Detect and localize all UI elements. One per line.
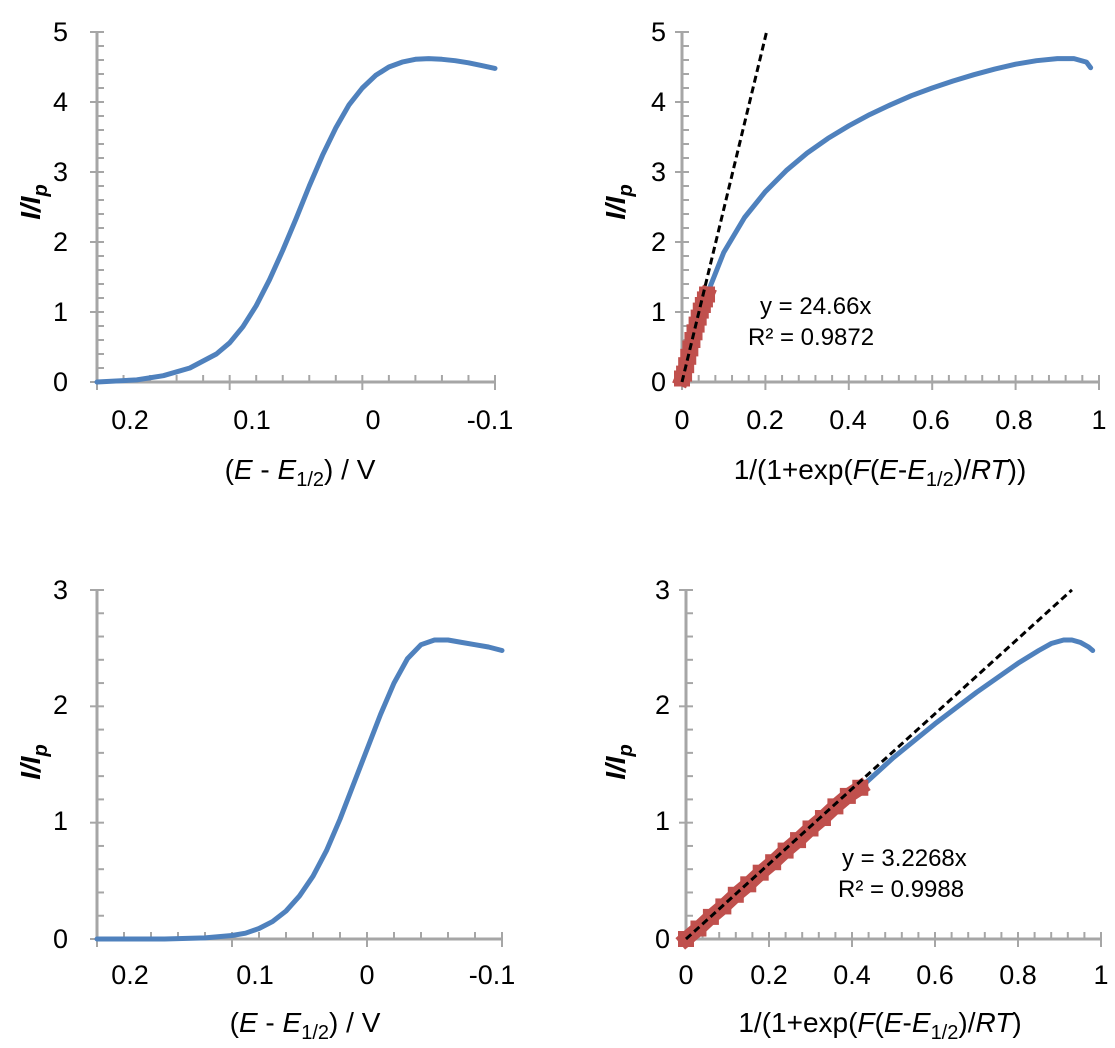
y-axis-label: I/Ip xyxy=(600,744,637,780)
panel-bottom-right-yticks: 0 1 2 3 xyxy=(655,575,670,954)
x-tick-label: 0.4 xyxy=(833,960,871,990)
y-tick-label: 3 xyxy=(53,157,68,187)
fit-region-marker xyxy=(802,820,819,837)
panel-bottom-left-series xyxy=(94,637,505,942)
x-tick-label: 0.6 xyxy=(912,405,950,435)
x-tick-label: 0.1 xyxy=(236,960,274,990)
trendline-equation: y = 3.2268x xyxy=(842,845,967,872)
y-tick-label: 2 xyxy=(655,690,670,720)
y-tick-label: 2 xyxy=(53,690,68,720)
panel-bottom-left-xticks: 0.2 0.1 0 -0.1 xyxy=(111,960,515,990)
y-tick-label: 4 xyxy=(651,87,666,117)
y-tick-label: 0 xyxy=(655,924,670,954)
panel-bottom-right: 0 1 2 3 0 0.2 0.4 0.6 0.8 1 1/(1+exp(F(E… xyxy=(600,575,1109,1044)
panel-bottom-right-series xyxy=(675,588,1096,950)
y-tick-label: 1 xyxy=(655,806,670,836)
panel-top-right-grid xyxy=(675,31,1100,390)
y-tick-label: 5 xyxy=(651,17,666,47)
x-tick-label: -0.1 xyxy=(469,960,516,990)
x-tick-label: -0.1 xyxy=(467,405,514,435)
panel-top-left-xticks: 0.2 0.1 0 -0.1 xyxy=(111,405,513,435)
x-tick-label: 1 xyxy=(1093,960,1108,990)
fit-region-marker xyxy=(827,798,844,815)
y-tick-label: 0 xyxy=(53,924,68,954)
x-tick-label: 1 xyxy=(1091,405,1106,435)
trendline-r-squared: R² = 0.9872 xyxy=(748,324,874,351)
x-tick-label: 0 xyxy=(678,960,693,990)
y-tick-label: 5 xyxy=(53,17,68,47)
current-series-line xyxy=(704,56,1094,297)
y-tick-label: 1 xyxy=(53,806,68,836)
panel-top-right-yticks: 0 1 2 3 4 5 xyxy=(651,17,666,397)
current-series-line xyxy=(857,637,1096,791)
panel-top-left-yticks: 0 1 2 3 4 5 xyxy=(53,17,68,397)
y-tick-label: 1 xyxy=(651,297,666,327)
current-series-line xyxy=(94,56,498,385)
panel-bottom-left: 0 1 2 3 0.2 0.1 0 -0.1 (E - E1/2) / V I/… xyxy=(15,575,515,1044)
panel-top-right-xticks: 0 0.2 0.4 0.6 0.8 1 xyxy=(674,405,1106,435)
x-tick-label: 0 xyxy=(359,960,374,990)
x-tick-label: 0.8 xyxy=(995,405,1033,435)
x-axis-label: 1/(1+exp(F(E-E1/2)/RT)) xyxy=(734,454,1027,491)
x-axis-label: 1/(1+exp(F(E-E1/2)/RT) xyxy=(738,1007,1021,1044)
panel-top-left-grid xyxy=(90,31,496,390)
y-tick-label: 3 xyxy=(655,575,670,605)
trendline-equation: y = 24.66x xyxy=(760,293,871,320)
fit-region-marker xyxy=(814,810,831,827)
y-axis-label: I/Ip xyxy=(15,184,52,220)
x-tick-label: 0.8 xyxy=(999,960,1037,990)
trendline-r-squared: R² = 0.9988 xyxy=(838,876,964,903)
fit-region-marker xyxy=(790,832,807,849)
y-tick-label: 3 xyxy=(651,157,666,187)
panel-bottom-right-xticks: 0 0.2 0.4 0.6 0.8 1 xyxy=(678,960,1108,990)
x-axis-label: (E - E1/2) / V xyxy=(230,1007,381,1044)
fit-region-marker xyxy=(699,286,716,303)
panel-top-left: 0 1 2 3 4 5 0.2 0.1 0 -0.1 (E - E1/2) / … xyxy=(15,17,513,491)
x-tick-label: 0.2 xyxy=(111,405,149,435)
panel-top-right-series xyxy=(672,31,1094,389)
x-tick-label: 0 xyxy=(674,405,689,435)
panel-bottom-left-yticks: 0 1 2 3 xyxy=(53,575,68,954)
linear-trendline xyxy=(680,31,769,383)
fit-region-marker xyxy=(839,787,856,804)
x-tick-label: 0.2 xyxy=(750,960,788,990)
x-tick-label: 0.2 xyxy=(111,960,149,990)
panel-top-left-series xyxy=(94,56,498,385)
y-axis-label: I/Ip xyxy=(600,184,637,220)
current-series-line xyxy=(94,637,505,942)
x-tick-label: 0.2 xyxy=(746,405,784,435)
y-tick-label: 4 xyxy=(53,87,68,117)
x-tick-label: 0 xyxy=(365,405,380,435)
y-tick-label: 0 xyxy=(53,367,68,397)
x-tick-label: 0.4 xyxy=(829,405,867,435)
panel-bottom-left-grid xyxy=(90,589,503,947)
panel-bottom-right-grid xyxy=(679,589,1102,947)
x-tick-label: 0.1 xyxy=(233,405,271,435)
panel-top-right: 0 1 2 3 4 5 0 0.2 0.4 0.6 0.8 1 1/(1+exp… xyxy=(600,17,1107,491)
x-axis-label: (E - E1/2) / V xyxy=(225,454,376,491)
y-tick-label: 1 xyxy=(53,297,68,327)
y-tick-label: 0 xyxy=(651,367,666,397)
y-tick-label: 3 xyxy=(53,575,68,605)
linear-trendline xyxy=(684,588,1073,941)
y-tick-label: 2 xyxy=(651,227,666,257)
x-tick-label: 0.6 xyxy=(916,960,954,990)
fit-region-marker xyxy=(852,779,869,796)
y-axis-label: I/Ip xyxy=(15,744,52,780)
y-tick-label: 2 xyxy=(53,227,68,257)
